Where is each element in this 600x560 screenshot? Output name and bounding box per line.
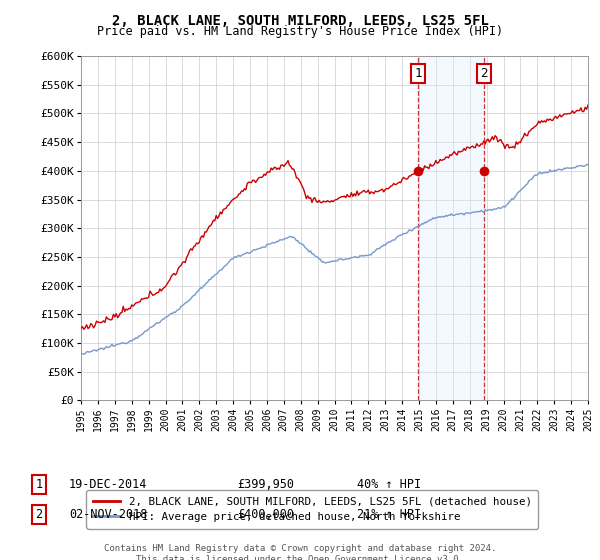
Text: 2, BLACK LANE, SOUTH MILFORD, LEEDS, LS25 5FL: 2, BLACK LANE, SOUTH MILFORD, LEEDS, LS2… [112,14,488,28]
Text: Price paid vs. HM Land Registry's House Price Index (HPI): Price paid vs. HM Land Registry's House … [97,25,503,38]
Text: 02-NOV-2018: 02-NOV-2018 [69,507,148,521]
Bar [418,56,484,400]
Text: 2: 2 [480,67,488,80]
Legend: 2, BLACK LANE, SOUTH MILFORD, LEEDS, LS25 5FL (detached house), HPI: Average pri: 2, BLACK LANE, SOUTH MILFORD, LEEDS, LS2… [86,490,538,529]
Text: 1: 1 [415,67,422,80]
Text: 19-DEC-2014: 19-DEC-2014 [69,478,148,491]
Text: Contains HM Land Registry data © Crown copyright and database right 2024.
This d: Contains HM Land Registry data © Crown c… [104,544,496,560]
Text: 40% ↑ HPI: 40% ↑ HPI [357,478,421,491]
Text: 21% ↑ HPI: 21% ↑ HPI [357,507,421,521]
Text: 2: 2 [35,507,43,521]
Text: £400,000: £400,000 [237,507,294,521]
Text: 1: 1 [35,478,43,491]
Text: £399,950: £399,950 [237,478,294,491]
